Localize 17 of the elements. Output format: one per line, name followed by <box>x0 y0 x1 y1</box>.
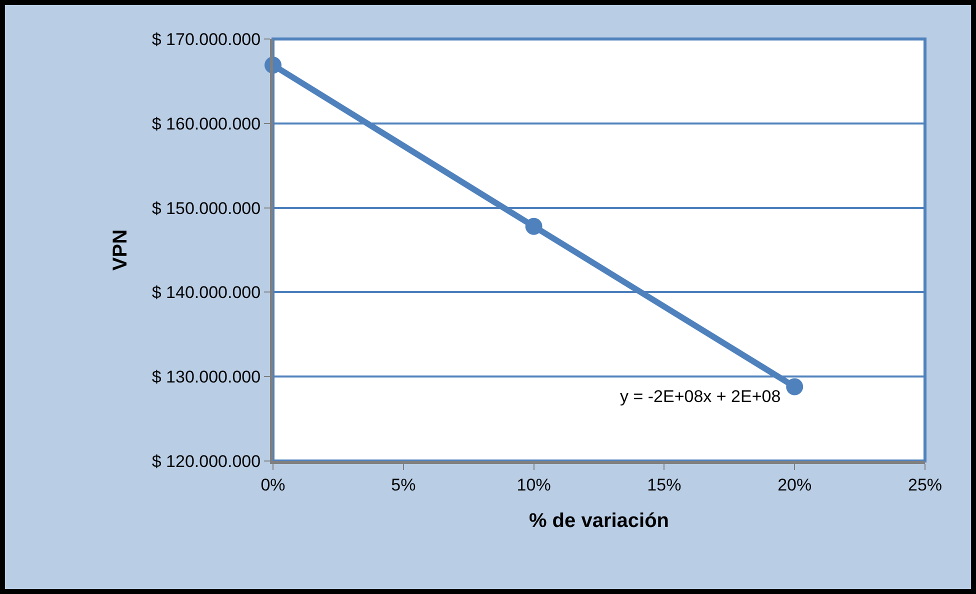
x-tick-label: 25% <box>908 475 942 494</box>
y-tick-label: $ 160.000.000 <box>152 114 261 134</box>
x-tick-label: 15% <box>647 475 682 494</box>
annotation: y = -2E+08x + 2E+08 <box>620 387 781 406</box>
y-tick-label: $ 140.000.000 <box>152 283 261 302</box>
x-tick-label: 0% <box>260 475 286 494</box>
y-tick-label: $ 130.000.000 <box>152 368 261 387</box>
x-axis-title: % de variación <box>528 510 670 532</box>
x-tick-label: 5% <box>391 475 416 494</box>
y-tick-label: $ 120.000.000 <box>152 452 261 471</box>
point <box>525 218 542 235</box>
x-tick-label: 20% <box>778 475 812 494</box>
y-tick-label: $ 150.000.000 <box>152 198 261 218</box>
y-axis-title: VPN <box>109 229 132 271</box>
point <box>786 378 804 396</box>
y-tick-label: $ 170.000.000 <box>152 30 261 49</box>
x-tick-label: 10% <box>516 475 551 494</box>
